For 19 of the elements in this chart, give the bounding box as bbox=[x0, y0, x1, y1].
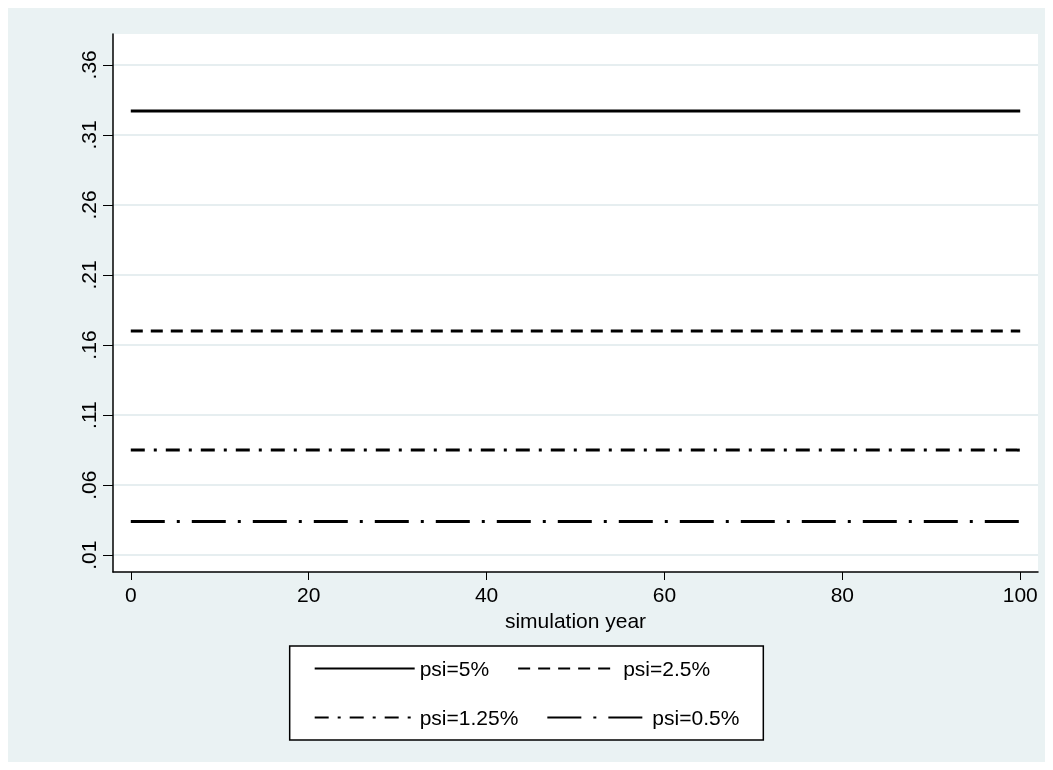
x-tick-label: 20 bbox=[296, 583, 321, 606]
x-axis-title: simulation year bbox=[504, 609, 647, 632]
x-tick-label: 40 bbox=[474, 583, 499, 606]
y-tick-label: .11 bbox=[77, 401, 100, 429]
legend-label: psi=0.5% bbox=[652, 706, 740, 729]
legend-label: psi=2.5% bbox=[623, 657, 711, 680]
x-tick-label: 100 bbox=[1002, 583, 1038, 606]
legend-label: psi=1.25% bbox=[419, 706, 519, 729]
y-tick-label: .01 bbox=[77, 540, 100, 570]
x-tick-label: 80 bbox=[830, 583, 855, 606]
y-tick-label: .31 bbox=[77, 120, 100, 150]
y-tick-label: .21 bbox=[77, 260, 100, 290]
y-tick-label: .06 bbox=[77, 470, 100, 500]
legend-label: psi=5% bbox=[419, 657, 490, 680]
y-tick-label: .16 bbox=[77, 330, 100, 360]
y-tick-label: .36 bbox=[77, 50, 100, 80]
x-tick-label: 0 bbox=[124, 583, 137, 606]
x-tick-label: 60 bbox=[652, 583, 677, 606]
y-tick-label: .26 bbox=[77, 190, 100, 220]
